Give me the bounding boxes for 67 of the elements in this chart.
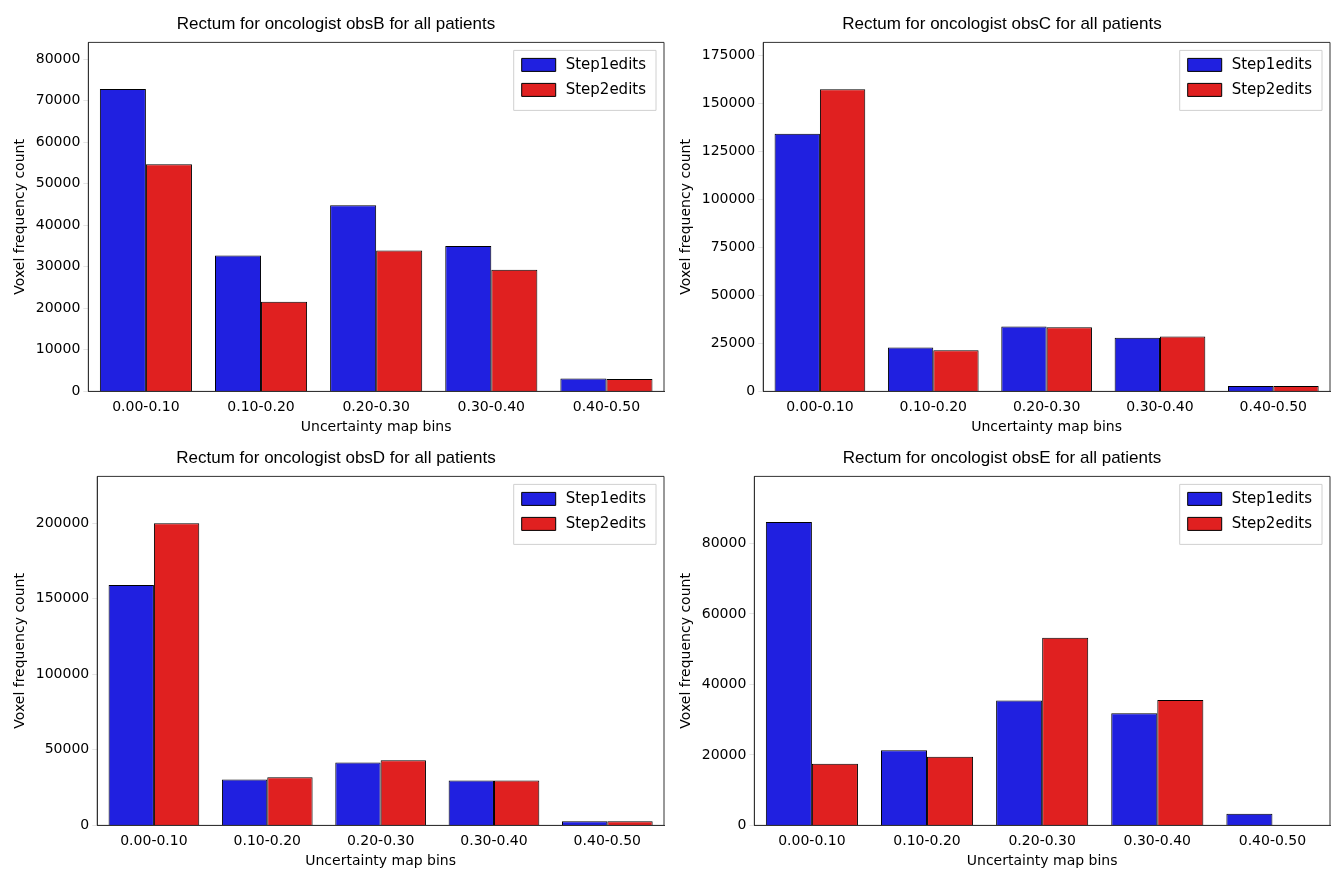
y-tick-label: 75000 xyxy=(710,238,756,255)
y-tick-label: 10000 xyxy=(35,340,81,357)
chart-title: Rectum for oncologist obsE for all patients xyxy=(842,447,1162,467)
y-tick-label: 100000 xyxy=(35,664,90,681)
x-tick-label: 0.10-0.20 xyxy=(233,832,301,849)
x-tick-label: 0.40-0.50 xyxy=(1239,398,1308,415)
chart-title: Rectum for oncologist obsD for all patients xyxy=(176,447,496,467)
x-tick-label: 0.00-0.10 xyxy=(778,832,846,849)
y-tick-label: 50000 xyxy=(44,740,90,757)
x-tick-label: 0.20-0.30 xyxy=(1012,398,1081,415)
y-tick-label: 0 xyxy=(746,382,756,399)
y-tick-label: 0 xyxy=(71,382,81,399)
y-tick-label: 60000 xyxy=(35,132,81,149)
y-tick-label: 0 xyxy=(737,816,747,833)
x-tick-label: 0.30-0.40 xyxy=(460,832,528,849)
y-tick-label: 150000 xyxy=(701,94,756,111)
y-tick-label: 20000 xyxy=(35,298,81,315)
x-tick-label: 0.20-0.30 xyxy=(1008,832,1076,849)
legend-label: Step2edits xyxy=(565,514,647,533)
chart-title: Rectum for oncologist obsB for all patients xyxy=(176,13,496,33)
x-tick-label: 0.40-0.50 xyxy=(573,832,642,849)
y-tick-label: 100000 xyxy=(701,190,756,207)
y-tick-label: 200000 xyxy=(35,513,90,530)
x-tick-label: 0.10-0.20 xyxy=(227,398,295,415)
x-tick-label: 0.10-0.20 xyxy=(899,398,967,415)
x-axis-title: Uncertainty map bins xyxy=(300,418,452,435)
x-tick-label: 0.30-0.40 xyxy=(1126,398,1194,415)
y-tick-label: 70000 xyxy=(35,91,81,108)
x-axis-title: Uncertainty map bins xyxy=(305,852,456,869)
x-tick-label: 0.20-0.30 xyxy=(342,398,410,415)
x-tick-label: 0.30-0.40 xyxy=(1123,832,1191,849)
legend-label: Step2edits xyxy=(1231,514,1313,533)
y-axis-title: Voxel frequency count xyxy=(11,138,28,295)
y-tick-label: 40000 xyxy=(701,675,747,692)
x-tick-label: 0.00-0.10 xyxy=(112,398,180,415)
x-tick-label: 0.40-0.50 xyxy=(1238,832,1307,849)
x-axis-title: Uncertainty map bins xyxy=(971,418,1122,435)
y-tick-label: 25000 xyxy=(710,334,756,351)
y-tick-label: 30000 xyxy=(35,257,81,274)
y-tick-label: 50000 xyxy=(35,174,81,191)
chart-title: Rectum for oncologist obsC for all patients xyxy=(842,13,1162,33)
legend-label: Step1edits xyxy=(1231,55,1313,74)
y-tick-label: 125000 xyxy=(701,142,756,159)
legend-label: Step1edits xyxy=(565,489,647,508)
legend-label: Step1edits xyxy=(565,55,647,74)
y-tick-label: 175000 xyxy=(701,46,756,63)
y-tick-label: 40000 xyxy=(35,215,81,232)
y-tick-label: 60000 xyxy=(701,604,747,621)
x-tick-label: 0.00-0.10 xyxy=(120,832,188,849)
x-tick-label: 0.00-0.10 xyxy=(786,398,854,415)
x-tick-label: 0.30-0.40 xyxy=(457,398,525,415)
x-tick-label: 0.40-0.50 xyxy=(572,398,641,415)
x-tick-label: 0.20-0.30 xyxy=(346,832,415,849)
x-tick-label: 0.10-0.20 xyxy=(893,832,961,849)
y-tick-label: 80000 xyxy=(35,49,81,66)
y-axis-title: Voxel frequency count xyxy=(11,572,28,729)
y-axis-title: Voxel frequency count xyxy=(677,138,694,295)
legend-label: Step2edits xyxy=(1231,80,1313,99)
y-tick-label: 50000 xyxy=(710,286,756,303)
y-tick-label: 150000 xyxy=(35,589,90,606)
legend-label: Step1edits xyxy=(1231,489,1313,508)
y-tick-label: 20000 xyxy=(701,745,747,762)
legend-label: Step2edits xyxy=(565,80,647,99)
y-tick-label: 80000 xyxy=(701,534,747,551)
y-tick-label: 0 xyxy=(80,816,90,833)
y-axis-title: Voxel frequency count xyxy=(677,572,694,729)
x-axis-title: Uncertainty map bins xyxy=(966,852,1118,869)
